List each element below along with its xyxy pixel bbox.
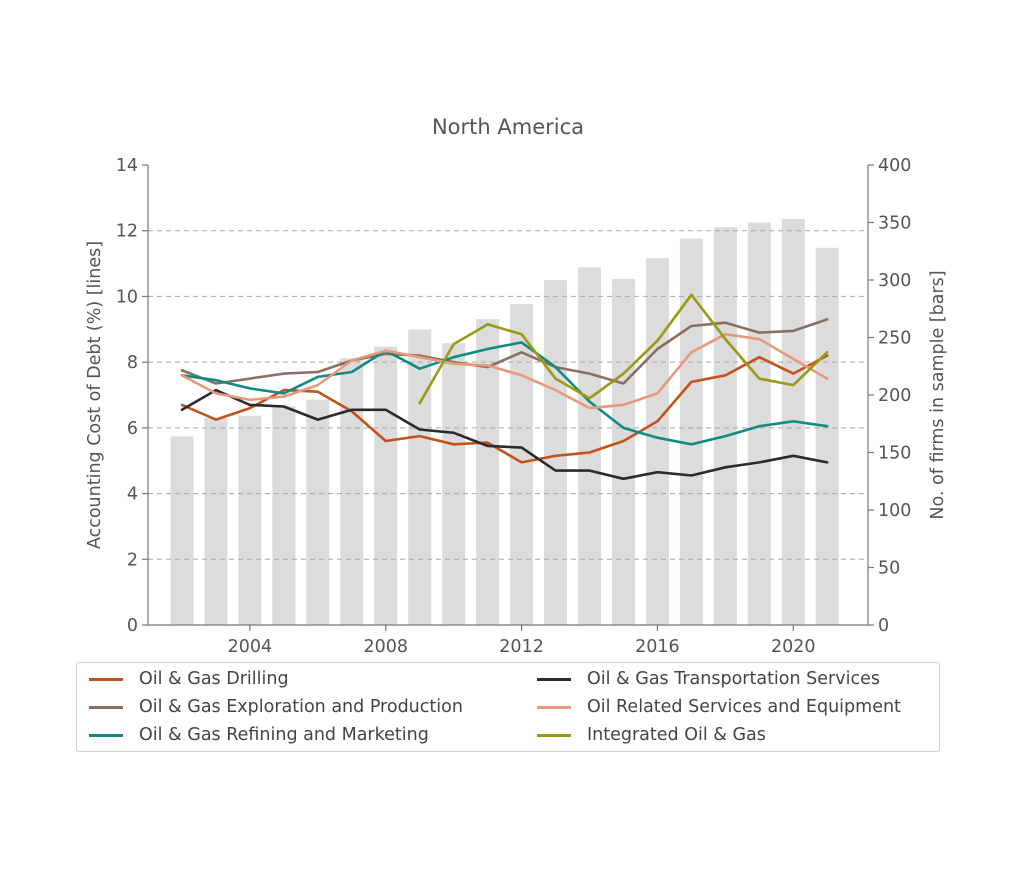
bar-2017 bbox=[679, 238, 703, 625]
x-tick-label-2020: 2020 bbox=[771, 637, 816, 657]
x-tick-label-2004: 2004 bbox=[228, 637, 273, 657]
y-right-tick-label-350: 350 bbox=[878, 214, 911, 234]
legend-label-refining: Oil & Gas Refining and Marketing bbox=[139, 725, 429, 745]
legend-swatch-integrated bbox=[537, 733, 571, 737]
legend-label-integrated: Integrated Oil & Gas bbox=[587, 725, 766, 745]
legend-swatch-refining bbox=[89, 733, 123, 737]
y-right-tick-label-200: 200 bbox=[878, 386, 911, 406]
y-left-tick-label-4: 4 bbox=[127, 485, 138, 505]
y-left-tick-label-6: 6 bbox=[127, 419, 138, 439]
bar-2010 bbox=[442, 343, 466, 625]
y-right-tick-label-0: 0 bbox=[878, 616, 889, 636]
gridlines bbox=[148, 230, 868, 560]
y-left-tick-label-10: 10 bbox=[116, 287, 138, 307]
series-line-5 bbox=[418, 293, 829, 405]
bar-2005 bbox=[272, 406, 296, 625]
y-left-tick-label-14: 14 bbox=[116, 156, 138, 176]
y-right-tick-label-150: 150 bbox=[878, 444, 911, 464]
x-tick-label-2012: 2012 bbox=[499, 637, 544, 657]
legend-item-integrated: Integrated Oil & Gas bbox=[537, 721, 766, 749]
bar-2018 bbox=[713, 227, 737, 625]
bar-2012 bbox=[510, 304, 534, 625]
series-lines bbox=[180, 293, 829, 481]
series-line-1 bbox=[180, 318, 829, 385]
legend-item-exploration: Oil & Gas Exploration and Production bbox=[89, 693, 463, 721]
bar-2007 bbox=[340, 358, 364, 625]
bar-2014 bbox=[578, 267, 602, 625]
bar-2021 bbox=[815, 247, 839, 626]
bar-2019 bbox=[747, 222, 771, 625]
legend-label-exploration: Oil & Gas Exploration and Production bbox=[139, 697, 463, 717]
y-left-tick-label-8: 8 bbox=[127, 353, 138, 373]
legend-item-drilling: Oil & Gas Drilling bbox=[89, 665, 289, 693]
y-right-tick-label-50: 50 bbox=[878, 559, 900, 579]
y-right-tick-label-250: 250 bbox=[878, 329, 911, 349]
legend-item-oil-services: Oil Related Services and Equipment bbox=[537, 693, 901, 721]
y-left-tick-label-2: 2 bbox=[127, 550, 138, 570]
legend-label-oil-services: Oil Related Services and Equipment bbox=[587, 697, 901, 717]
y-left-tick-label-12: 12 bbox=[116, 222, 138, 242]
y-right-tick-label-300: 300 bbox=[878, 271, 911, 291]
x-tick-label-2008: 2008 bbox=[363, 637, 408, 657]
bar-2015 bbox=[611, 278, 635, 625]
bar-2006 bbox=[306, 399, 330, 625]
series-line-4 bbox=[180, 332, 829, 410]
legend-item-refining: Oil & Gas Refining and Marketing bbox=[89, 721, 429, 749]
series-line-3 bbox=[180, 388, 829, 481]
bars bbox=[170, 219, 839, 626]
chart-title: North America bbox=[432, 115, 584, 139]
y-axis-left-label: Accounting Cost of Debt (%) [lines] bbox=[85, 241, 105, 549]
bar-2016 bbox=[645, 258, 669, 625]
bar-2004 bbox=[238, 415, 262, 625]
x-tick-label-2016: 2016 bbox=[635, 637, 680, 657]
axes: 0 2 4 6 8 10 12 14 0 50 100 150 200 250 300 350 400 2004 2… bbox=[116, 156, 912, 657]
legend-swatch-transportation bbox=[537, 677, 571, 681]
chart-canvas: 0 2 4 6 8 10 12 14 0 50 100 150 200 250 300 350 400 2004 2… bbox=[85, 115, 948, 657]
y-axis-right-label: No. of firms in sample [bars] bbox=[928, 270, 948, 519]
legend-item-transportation: Oil & Gas Transportation Services bbox=[537, 665, 880, 693]
bar-2002 bbox=[170, 436, 194, 625]
series-line-2 bbox=[180, 341, 829, 446]
y-right-tick-label-100: 100 bbox=[878, 501, 911, 521]
legend-swatch-oil-services bbox=[537, 705, 571, 709]
legend-swatch-drilling bbox=[89, 677, 123, 681]
legend-label-drilling: Oil & Gas Drilling bbox=[139, 669, 289, 689]
bar-2008 bbox=[374, 346, 398, 625]
legend-swatch-exploration bbox=[89, 705, 123, 709]
bar-2011 bbox=[476, 319, 500, 625]
y-right-tick-label-400: 400 bbox=[878, 156, 911, 176]
y-left-tick-label-0: 0 bbox=[127, 616, 138, 636]
legend: Oil & Gas Drilling Oil & Gas Exploration… bbox=[76, 662, 940, 752]
bar-2003 bbox=[204, 418, 228, 625]
bar-2009 bbox=[408, 329, 432, 625]
legend-label-transportation: Oil & Gas Transportation Services bbox=[587, 669, 880, 689]
bar-2013 bbox=[544, 280, 568, 625]
